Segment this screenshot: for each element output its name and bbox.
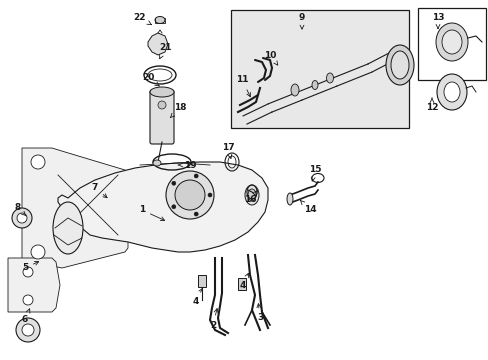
Text: 9: 9 — [298, 13, 305, 29]
Text: 2: 2 — [209, 309, 218, 329]
Circle shape — [16, 318, 40, 342]
Text: 12: 12 — [425, 98, 437, 112]
Circle shape — [23, 295, 33, 305]
Polygon shape — [22, 148, 128, 268]
Polygon shape — [8, 258, 60, 312]
Circle shape — [171, 205, 176, 209]
Ellipse shape — [436, 74, 466, 110]
Bar — [198, 275, 205, 287]
Text: 7: 7 — [92, 184, 107, 198]
Text: 20: 20 — [142, 73, 159, 86]
Text: 13: 13 — [431, 13, 443, 28]
Circle shape — [23, 267, 33, 277]
Circle shape — [17, 213, 27, 223]
Ellipse shape — [311, 81, 317, 90]
Ellipse shape — [244, 185, 259, 205]
Circle shape — [175, 180, 204, 210]
Bar — [417, 8, 485, 80]
Text: 3: 3 — [256, 304, 263, 323]
Text: 5: 5 — [22, 261, 39, 273]
Ellipse shape — [443, 82, 459, 102]
Ellipse shape — [441, 30, 461, 54]
Polygon shape — [148, 33, 168, 55]
Text: 6: 6 — [22, 309, 30, 324]
Bar — [230, 10, 408, 128]
Circle shape — [22, 324, 34, 336]
Circle shape — [171, 181, 176, 185]
Text: 19: 19 — [178, 161, 196, 170]
Circle shape — [31, 155, 45, 169]
Text: 16: 16 — [243, 190, 257, 204]
Text: 15: 15 — [308, 166, 321, 181]
Ellipse shape — [150, 87, 174, 97]
Ellipse shape — [286, 193, 292, 205]
Ellipse shape — [155, 17, 164, 23]
Circle shape — [194, 212, 198, 216]
Circle shape — [207, 193, 212, 197]
Text: 14: 14 — [300, 201, 316, 215]
Polygon shape — [58, 162, 267, 252]
Circle shape — [194, 174, 198, 178]
Ellipse shape — [326, 73, 333, 83]
Text: 11: 11 — [235, 76, 250, 97]
Text: 21: 21 — [159, 44, 171, 59]
Circle shape — [12, 208, 32, 228]
Ellipse shape — [385, 45, 413, 85]
Ellipse shape — [390, 51, 408, 79]
Text: 4: 4 — [192, 288, 202, 306]
Ellipse shape — [290, 84, 298, 96]
Text: 17: 17 — [221, 144, 234, 158]
Circle shape — [165, 171, 214, 219]
Text: 18: 18 — [170, 104, 186, 117]
Text: 1: 1 — [139, 206, 164, 221]
Text: 4: 4 — [239, 273, 248, 289]
FancyBboxPatch shape — [150, 90, 174, 144]
Text: 22: 22 — [134, 13, 151, 25]
Text: 10: 10 — [263, 50, 277, 65]
Ellipse shape — [247, 189, 256, 201]
Circle shape — [31, 245, 45, 259]
Text: 8: 8 — [15, 203, 26, 216]
Ellipse shape — [435, 23, 467, 61]
Bar — [238, 278, 245, 290]
Ellipse shape — [153, 160, 161, 166]
Ellipse shape — [53, 202, 83, 254]
Circle shape — [158, 101, 165, 109]
